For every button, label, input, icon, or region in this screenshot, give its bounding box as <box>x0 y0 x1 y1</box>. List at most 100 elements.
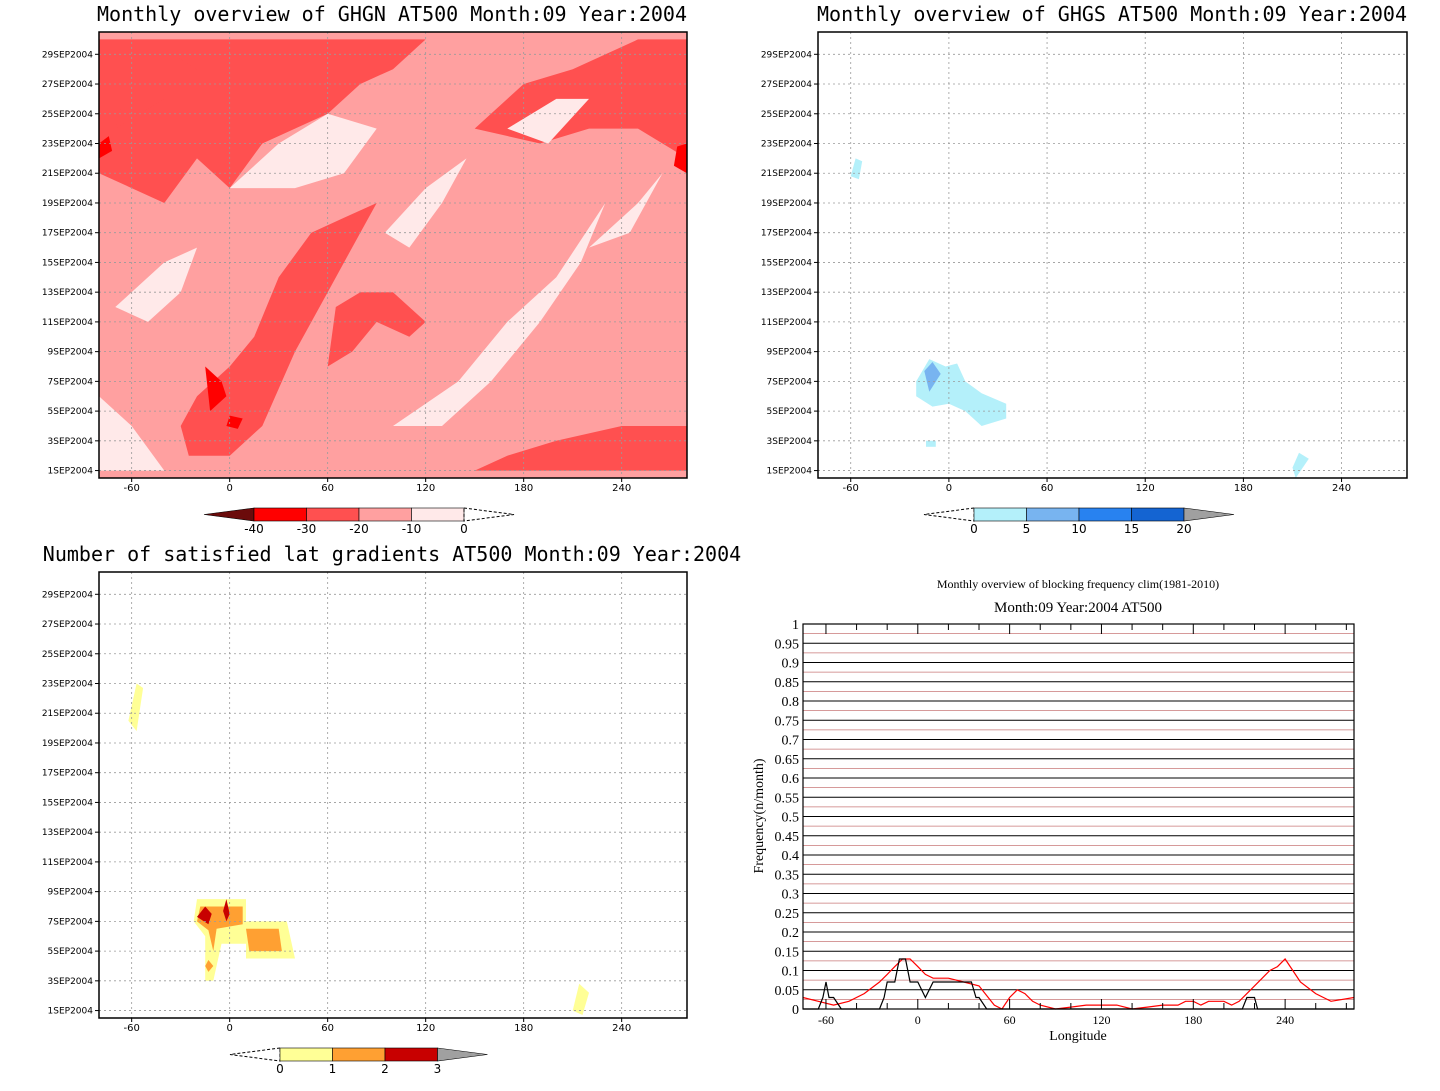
y-tick-label: 5SEP2004 <box>767 407 813 417</box>
x-tick-label: 180 <box>514 1023 533 1034</box>
y-tick-label: 11SEP2004 <box>42 858 93 868</box>
colorbar-swatch <box>1078 507 1132 522</box>
ghgn-contour-region <box>115 54 197 129</box>
freq-y-tick-label: 0.8 <box>782 695 800 710</box>
ghgs-colorbar: 0 5 10 15 20 <box>923 507 1235 536</box>
ghgn-contour-region <box>673 143 687 174</box>
y-tick-label: 9SEP2004 <box>48 888 94 898</box>
colorbar-end-triangle <box>437 1047 488 1062</box>
colorbar-swatch <box>306 507 360 522</box>
freq-x-tick-label: 120 <box>1092 1013 1110 1027</box>
colorbar-label: 2 <box>381 1062 389 1076</box>
colorbar-swatch <box>411 507 465 522</box>
lat-plot-frame <box>98 571 688 1019</box>
ghgn-title: Monthly overview of GHGN AT500 Month:09 … <box>97 2 687 26</box>
y-tick-label: 11SEP2004 <box>42 318 93 328</box>
freq-y-tick-label: 0.55 <box>775 791 800 806</box>
ghgs-gridlines <box>818 32 1407 478</box>
y-tick-label: 29SEP2004 <box>42 50 93 60</box>
lat-gradient-plot: -60 0 60 120 180 240 1SEP2004 3SEP2004 5SEP2004 7… <box>42 571 688 1034</box>
y-tick-label: 7SEP2004 <box>48 377 94 387</box>
x-tick-label: 60 <box>321 483 334 494</box>
colorbar-label: -10 <box>402 522 422 536</box>
colorbar-label: 15 <box>1124 522 1139 536</box>
lat-gradient-colorbar: 0 1 2 3 <box>229 1047 488 1076</box>
freq-subtitle: Month:09 Year:2004 AT500 <box>994 600 1162 616</box>
x-tick-label: 120 <box>416 1023 435 1034</box>
ghgs-contour-region <box>850 158 863 180</box>
y-tick-label: 21SEP2004 <box>42 169 93 179</box>
colorbar-swatch <box>332 1047 386 1062</box>
colorbar-label: 10 <box>1071 522 1086 536</box>
lat-regions <box>128 683 589 1015</box>
colorbar-label: -20 <box>349 522 369 536</box>
lat-contour-region <box>246 928 282 952</box>
colorbar-open-end <box>463 507 515 522</box>
y-tick-label: 5SEP2004 <box>48 947 94 957</box>
y-tick-label: 3SEP2004 <box>48 437 94 447</box>
freq-x-tick-label: -60 <box>818 1013 834 1027</box>
ghgs-contour-region <box>924 362 941 392</box>
freq-y-tick-label: 0.5 <box>782 811 800 826</box>
ghgs-title: Monthly overview of GHGS AT500 Month:09 … <box>817 2 1407 26</box>
freq-y-tick-label: 0.25 <box>775 907 800 922</box>
y-tick-label: 21SEP2004 <box>42 709 93 719</box>
y-tick-label: 27SEP2004 <box>761 80 812 90</box>
colorbar-swatch <box>1131 507 1185 522</box>
colorbar-label: 0 <box>970 522 978 536</box>
y-tick-label: 27SEP2004 <box>42 620 93 630</box>
ghgn-plot-frame <box>98 31 688 479</box>
freq-y-tick-label: 0.45 <box>775 830 800 845</box>
freq-plot-frame <box>802 623 1355 1010</box>
ghgs-plot-frame <box>817 31 1408 479</box>
colorbar-open-end <box>923 507 975 522</box>
freq-x-tick-label: 60 <box>1004 1013 1016 1027</box>
colorbar-open-end <box>229 1047 281 1062</box>
freq-x-tick-label: 0 <box>915 1013 921 1027</box>
freq-y-tick-label: 1 <box>792 618 799 633</box>
y-tick-label: 23SEP2004 <box>42 680 93 690</box>
x-tick-label: -60 <box>123 1023 139 1034</box>
ghgn-contour-region <box>327 292 426 367</box>
colorbar-label: 20 <box>1176 522 1191 536</box>
x-tick-label: 60 <box>1041 483 1054 494</box>
freq-ylabel: Frequency(n/month) <box>752 758 767 873</box>
freq-y-tick-label: 0.1 <box>782 965 800 980</box>
y-tick-label: 15SEP2004 <box>42 798 93 808</box>
y-tick-label: 5SEP2004 <box>48 407 94 417</box>
lat-contour-region <box>128 683 144 732</box>
colorbar-label: 3 <box>434 1062 442 1076</box>
ghgn-contour-region <box>474 426 687 471</box>
freq-x-tick-label: 180 <box>1184 1013 1202 1027</box>
y-tick-label: 27SEP2004 <box>42 80 93 90</box>
x-tick-label: -60 <box>843 483 859 494</box>
x-tick-label: -60 <box>123 483 139 494</box>
colorbar-label: 0 <box>276 1062 284 1076</box>
y-tick-label: 13SEP2004 <box>42 288 93 298</box>
lat-contour-region <box>572 983 589 1015</box>
colorbar-label: -40 <box>244 522 264 536</box>
y-tick-label: 13SEP2004 <box>42 828 93 838</box>
y-tick-label: 25SEP2004 <box>42 650 93 660</box>
ghgs-regions <box>850 158 1309 478</box>
freq-y-tick-label: 0.2 <box>782 926 800 941</box>
ghgn-contour-region <box>205 366 227 412</box>
y-tick-label: 25SEP2004 <box>42 110 93 120</box>
y-tick-label: 13SEP2004 <box>761 288 812 298</box>
freq-y-tick-label: 0 <box>792 1003 799 1018</box>
ghgn-contour-region <box>229 113 377 189</box>
y-tick-label: 29SEP2004 <box>761 50 812 60</box>
freq-y-tick-label: 0.6 <box>782 772 800 787</box>
ghgs-plot: -60 0 60 120 180 240 1SEP2004 3SEP2004 5SEP2004 7… <box>761 31 1408 494</box>
ghgn-contour-region <box>99 136 113 159</box>
y-tick-label: 19SEP2004 <box>42 739 93 749</box>
colorbar-swatch <box>1026 507 1080 522</box>
ghgn-colorbar: -40 -30 -20 -10 0 <box>203 507 515 536</box>
freq-y-tick-label: 0.85 <box>775 676 800 691</box>
freq-y-tick-label: 0.4 <box>782 849 800 864</box>
ghgs-plot-background <box>818 32 1407 478</box>
freq-y-tick-label: 0.65 <box>775 753 800 768</box>
colorbar-swatch <box>358 507 412 522</box>
y-tick-label: 23SEP2004 <box>761 140 812 150</box>
freq-xlabel: Longitude <box>1049 1029 1107 1044</box>
